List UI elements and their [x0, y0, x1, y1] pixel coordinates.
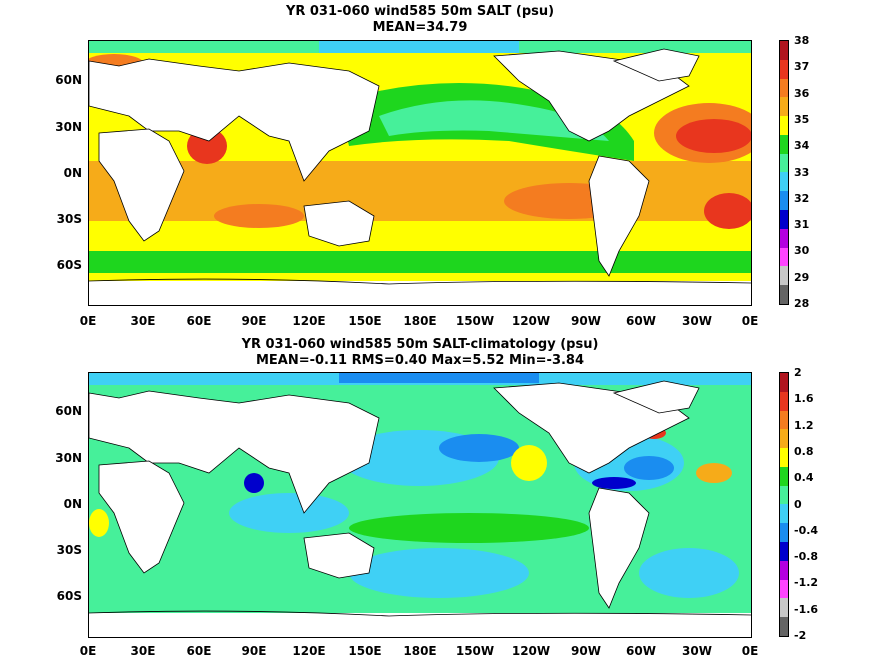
lon-label: 180E: [403, 644, 437, 658]
colorbar-segment: [780, 373, 788, 392]
colorbar-label: 34: [794, 139, 810, 153]
lon-label: 60W: [626, 644, 656, 658]
colorbar-segment: [780, 191, 788, 211]
colorbar-segment: [780, 153, 788, 173]
lon-label: 120W: [511, 644, 551, 658]
salinity-map-svg: [89, 41, 751, 305]
colorbar-label: -0.8: [794, 550, 819, 564]
colorbar-segment: [780, 134, 788, 154]
colorbar-segment: [780, 429, 788, 449]
colorbar-label: 29: [794, 270, 810, 284]
map-title: YR 031-060 wind585 50m SALT-climatology …: [241, 337, 599, 352]
lon-label: 90W: [571, 314, 601, 328]
anomaly-map: [88, 372, 752, 638]
colorbar-label: 28: [794, 297, 810, 310]
colorbar-label: -0.4: [794, 523, 819, 537]
colorbar-label: 33: [794, 165, 810, 179]
map-subtitle: MEAN=34.79: [372, 20, 468, 35]
lon-label: 120E: [292, 644, 326, 658]
colorbar-label: 2: [794, 366, 802, 379]
colorbar-segment: [780, 560, 788, 580]
colorbar-segment: [780, 391, 788, 411]
colorbar-label: 31: [794, 218, 810, 232]
colorbar-label: 30: [794, 244, 810, 258]
lat-label: 30S: [56, 212, 82, 226]
colorbar-segment: [780, 523, 788, 543]
colorbar-segment: [780, 41, 788, 60]
colorbar-label: 37: [794, 60, 810, 74]
colorbar-label: 0: [794, 497, 802, 511]
lat-label: 60N: [55, 404, 82, 418]
lat-label: 60N: [55, 73, 82, 87]
map-title: YR 031-060 wind585 50m SALT (psu): [285, 4, 555, 19]
lon-label: 30E: [130, 644, 156, 658]
salinity-map: [88, 40, 752, 306]
colorbar-label: 0.4: [794, 471, 814, 485]
colorbar-label: 1.2: [794, 418, 814, 432]
lat-label: 30N: [55, 120, 82, 134]
colorbar: [779, 40, 789, 305]
lon-label: 90E: [241, 314, 267, 328]
lon-label: 0E: [79, 314, 97, 328]
colorbar-label: 0.8: [794, 444, 814, 458]
lon-label: 150E: [348, 644, 382, 658]
colorbar-label: 38: [794, 34, 810, 47]
lon-label: 60E: [186, 644, 212, 658]
lat-label: 60S: [56, 589, 82, 603]
lon-label: 30W: [682, 644, 712, 658]
colorbar-segment: [780, 598, 788, 618]
lon-label: 0E: [741, 314, 759, 328]
colorbar-segment: [780, 542, 788, 561]
lon-label: 120E: [292, 314, 326, 328]
lon-label: 150E: [348, 314, 382, 328]
lon-label: 90W: [571, 644, 601, 658]
lat-label: 60S: [56, 258, 82, 272]
colorbar-label: 36: [794, 86, 810, 100]
colorbar-segment: [780, 504, 788, 524]
colorbar-label: -2: [794, 629, 807, 642]
anomaly-map-svg: [89, 373, 751, 637]
lat-label: 30N: [55, 451, 82, 465]
colorbar-label: -1.2: [794, 576, 819, 590]
colorbar-segment: [780, 172, 788, 192]
lon-label: 150W: [455, 314, 495, 328]
lon-label: 150W: [455, 644, 495, 658]
map-subtitle: MEAN=-0.11 RMS=0.40 Max=5.52 Min=-3.84: [255, 353, 585, 368]
lat-label: 0N: [63, 166, 82, 180]
colorbar-segment: [780, 210, 788, 229]
lon-label: 30E: [130, 314, 156, 328]
lon-label: 60W: [626, 314, 656, 328]
colorbar-segment: [780, 247, 788, 267]
colorbar-segment: [780, 410, 788, 430]
lon-label: 180E: [403, 314, 437, 328]
colorbar-segment: [780, 285, 788, 304]
lon-label: 0E: [741, 644, 759, 658]
colorbar-label: -1.6: [794, 602, 819, 616]
colorbar-segment: [780, 78, 788, 98]
colorbar-label: 35: [794, 112, 810, 126]
lon-label: 120W: [511, 314, 551, 328]
lon-label: 90E: [241, 644, 267, 658]
lat-label: 0N: [63, 497, 82, 511]
colorbar-segment: [780, 448, 788, 467]
colorbar-segment: [780, 228, 788, 248]
colorbar: [779, 372, 789, 637]
colorbar-label: 1.6: [794, 392, 814, 406]
colorbar-segment: [780, 59, 788, 79]
salt-map-panel: YR 031-060 wind585 50m SALT (psu) MEAN=3…: [0, 0, 884, 331]
colorbar-segment: [780, 116, 788, 135]
colorbar-segment: [780, 579, 788, 599]
colorbar-segment: [780, 466, 788, 486]
colorbar-label: 32: [794, 191, 810, 205]
lon-label: 0E: [79, 644, 97, 658]
lat-label: 30S: [56, 543, 82, 557]
colorbar-segment: [780, 266, 788, 286]
lon-label: 30W: [682, 314, 712, 328]
salt-anomaly-panel: YR 031-060 wind585 50m SALT-climatology …: [0, 331, 884, 662]
colorbar-segment: [780, 617, 788, 636]
colorbar-segment: [780, 97, 788, 117]
colorbar-segment: [780, 485, 788, 505]
lon-label: 60E: [186, 314, 212, 328]
